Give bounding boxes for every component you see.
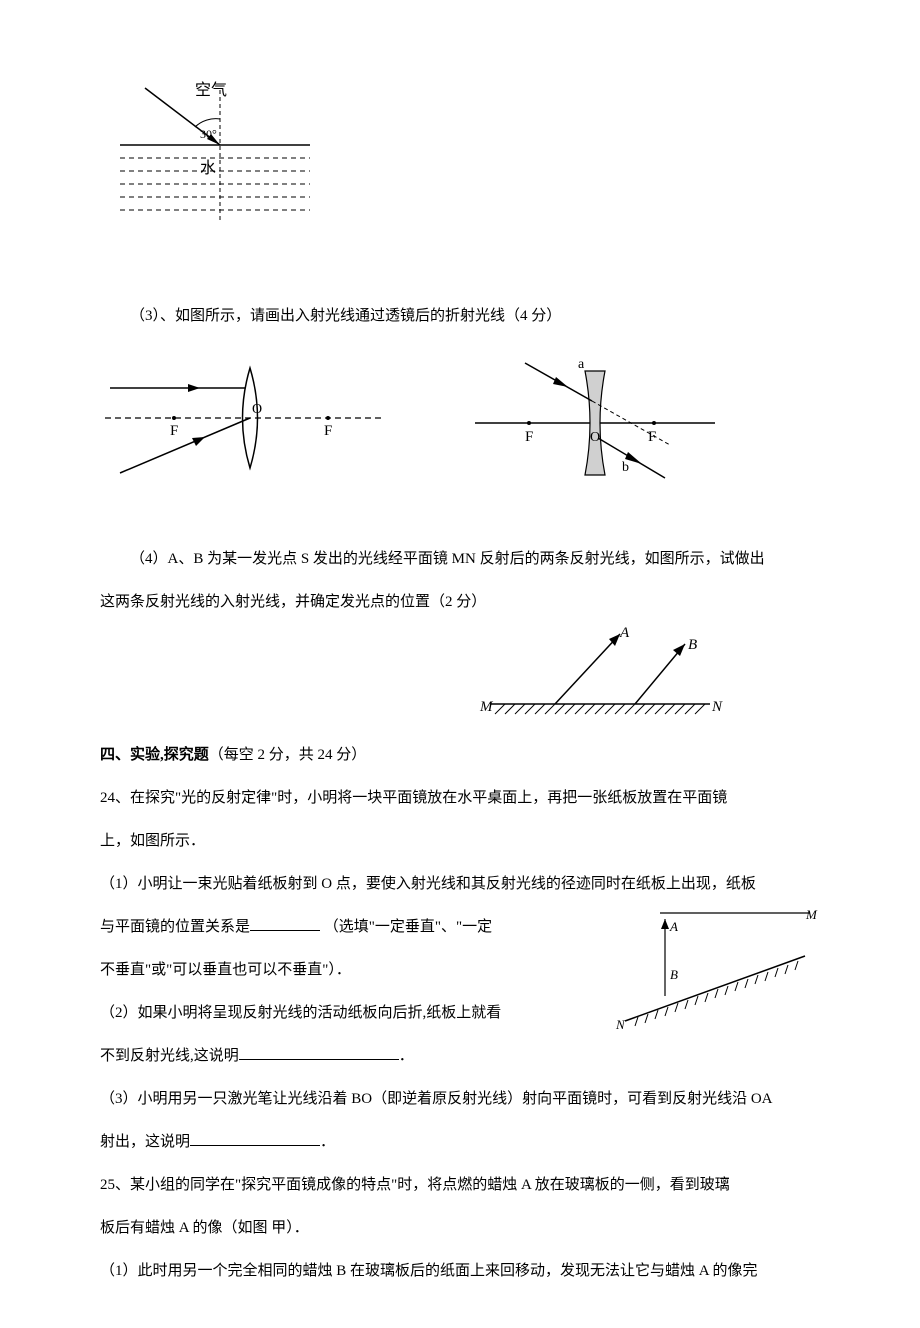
board-M: M (805, 907, 818, 922)
q24-p1b-pre: 与平面镜的位置关系是 (100, 919, 250, 935)
concave-lens-svg: a b F O F (470, 353, 720, 483)
section-4-bold: 四、实验,探究题 (100, 747, 209, 763)
q24-p2b-post: ． (399, 1048, 414, 1064)
section-4-title: 四、实验,探究题（每空 2 分，共 24 分） (100, 739, 820, 772)
board-B: B (670, 967, 678, 982)
concave-F-right: F (648, 429, 656, 445)
convex-F-left: F (170, 423, 178, 439)
refraction-svg: 空气 30° 水 (100, 70, 320, 230)
air-label: 空气 (195, 81, 227, 99)
mirror-M: M (479, 699, 494, 715)
q24-p3b-pre: 射出，这说明 (100, 1134, 190, 1150)
concave-b: b (622, 460, 629, 475)
q25-p3: （1）此时用另一个完全相同的蜡烛 B 在玻璃板后的纸面上来回移动，发现无法让它与… (100, 1255, 820, 1288)
q25-p2: 板后有蜡烛 A 的像（如图 甲）． (100, 1212, 820, 1245)
q25-p1: 25、某小组的同学在"探究平面镜成像的特点"时，将点燃的蜡烛 A 放在玻璃板的一… (100, 1169, 820, 1202)
concave-O: O (590, 430, 600, 445)
figure-lenses-row: F O F a b F O F (100, 353, 820, 483)
concave-F-left: F (525, 429, 533, 445)
mirror-svg: A B M N (470, 619, 730, 729)
blank-3 (190, 1131, 320, 1146)
q24-p3a: （3）小明用另一只激光笔让光线沿着 BO（即逆着原反射光线）射向平面镜时，可看到… (100, 1083, 820, 1116)
blank-1 (250, 916, 320, 931)
concave-a: a (578, 357, 585, 372)
mirror-N: N (711, 699, 723, 715)
q24-p1a: （1）小明让一束光贴着纸板射到 O 点，要使入射光线和其反射光线的径迹同时在纸板… (100, 868, 820, 901)
q24-p3b: 射出，这说明 ． (100, 1126, 820, 1159)
q24-intro1: 24、在探究"光的反射定律"时，小明将一块平面镜放在水平桌面上，再把一张纸板放置… (100, 782, 820, 815)
figure-board: A B M N (610, 901, 820, 1031)
figure-mirror: A B M N (380, 619, 820, 729)
section-4-rest: （每空 2 分，共 24 分） (209, 747, 367, 763)
convex-lens-svg: F O F (100, 353, 390, 483)
q24-intro2: 上，如图所示． (100, 825, 820, 858)
angle-label: 30° (200, 127, 217, 141)
question-3-text: （3）、如图所示，请画出入射光线通过透镜后的折射光线（4 分） (100, 300, 820, 333)
question-4-line2: 这两条反射光线的入射光线，并确定发光点的位置（2 分） (100, 586, 820, 619)
blank-2 (239, 1045, 399, 1060)
mirror-B: B (688, 637, 697, 653)
q24-p1b-post: （选填"一定垂直"、"一定 (320, 919, 492, 935)
figure-refraction: 空气 30° 水 (100, 70, 820, 230)
board-A: A (669, 919, 678, 934)
question-4-line1: （4）A、B 为某一发光点 S 发出的光线经平面镜 MN 反射后的两条反射光线，… (100, 543, 820, 576)
board-N: N (615, 1017, 626, 1031)
convex-F-right: F (324, 423, 332, 439)
q24-p3b-post: ． (320, 1134, 335, 1150)
mirror-A: A (619, 625, 630, 641)
water-label: 水 (200, 159, 216, 177)
q24-p2b-pre: 不到反射光线,这说明 (100, 1048, 239, 1064)
convex-O: O (252, 402, 262, 417)
board-svg: A B M N (610, 901, 820, 1031)
q24-p2b: 不到反射光线,这说明 ． (100, 1040, 820, 1073)
